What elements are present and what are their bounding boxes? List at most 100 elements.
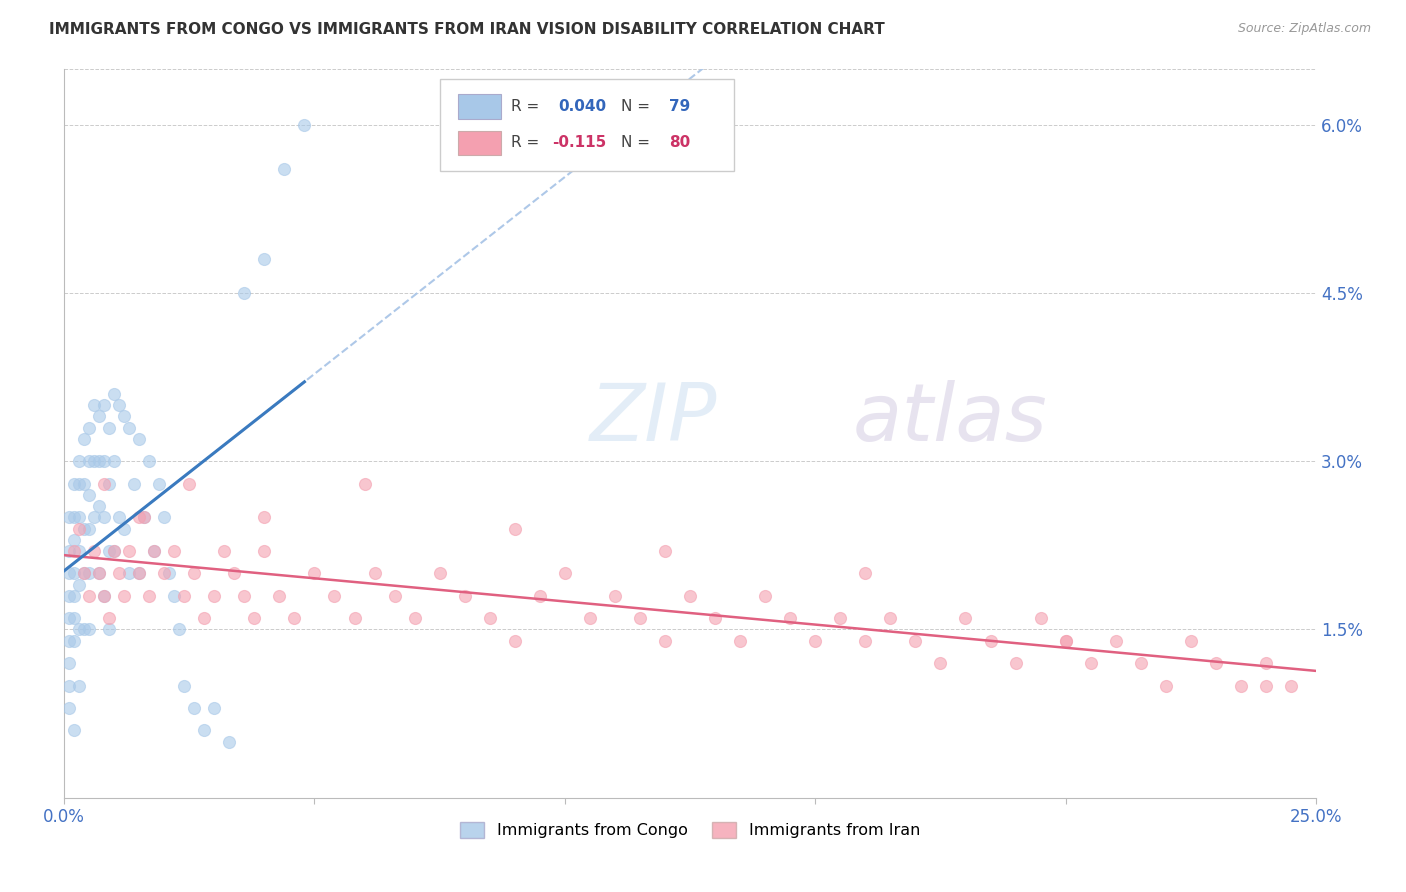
Point — [134, 510, 156, 524]
Point — [67, 454, 90, 468]
Point — [83, 454, 105, 468]
Point — [269, 589, 291, 603]
Point — [58, 701, 80, 715]
Point — [138, 589, 160, 603]
Point — [503, 522, 526, 536]
Point — [67, 510, 90, 524]
Point — [103, 454, 125, 468]
Point — [879, 611, 901, 625]
Point — [233, 285, 256, 300]
Point — [1180, 633, 1202, 648]
Point — [108, 510, 131, 524]
Point — [353, 476, 375, 491]
Point — [233, 589, 256, 603]
Point — [323, 589, 346, 603]
Point — [1254, 656, 1277, 670]
Point — [122, 476, 145, 491]
Point — [58, 656, 80, 670]
Point — [77, 589, 100, 603]
Point — [93, 398, 115, 412]
Point — [193, 723, 215, 738]
Point — [67, 544, 90, 558]
Point — [63, 544, 86, 558]
FancyBboxPatch shape — [440, 79, 734, 170]
Point — [1279, 679, 1302, 693]
Point — [728, 633, 751, 648]
Point — [193, 611, 215, 625]
Point — [73, 623, 96, 637]
Point — [853, 633, 876, 648]
Point — [579, 611, 602, 625]
Point — [273, 162, 295, 177]
Point — [67, 522, 90, 536]
Point — [87, 566, 110, 581]
Point — [779, 611, 801, 625]
Point — [58, 633, 80, 648]
Point — [128, 432, 150, 446]
Point — [955, 611, 977, 625]
Point — [243, 611, 266, 625]
Point — [167, 623, 190, 637]
Point — [112, 589, 135, 603]
Point — [163, 544, 186, 558]
Point — [103, 544, 125, 558]
Text: N =: N = — [621, 136, 655, 151]
Text: Source: ZipAtlas.com: Source: ZipAtlas.com — [1237, 22, 1371, 36]
Text: -0.115: -0.115 — [553, 136, 606, 151]
Point — [979, 633, 1001, 648]
Point — [603, 589, 626, 603]
Point — [103, 544, 125, 558]
Point — [63, 633, 86, 648]
Point — [63, 566, 86, 581]
Point — [63, 533, 86, 547]
FancyBboxPatch shape — [458, 130, 501, 155]
Point — [87, 566, 110, 581]
Point — [173, 679, 195, 693]
Text: ZIP: ZIP — [591, 380, 717, 458]
Point — [58, 589, 80, 603]
Y-axis label: Vision Disability: Vision Disability — [0, 369, 7, 497]
Point — [98, 476, 121, 491]
Point — [118, 420, 141, 434]
Point — [87, 409, 110, 424]
Point — [93, 454, 115, 468]
Point — [63, 589, 86, 603]
Point — [1230, 679, 1253, 693]
Point — [1129, 656, 1152, 670]
Point — [143, 544, 166, 558]
Point — [478, 611, 501, 625]
Point — [58, 544, 80, 558]
Point — [67, 679, 90, 693]
Text: R =: R = — [510, 99, 544, 114]
Point — [63, 510, 86, 524]
Point — [128, 510, 150, 524]
Point — [87, 454, 110, 468]
Point — [503, 633, 526, 648]
Point — [108, 398, 131, 412]
Point — [93, 589, 115, 603]
Point — [67, 476, 90, 491]
Point — [1080, 656, 1102, 670]
Point — [363, 566, 385, 581]
Point — [454, 589, 477, 603]
FancyBboxPatch shape — [458, 94, 501, 119]
Point — [904, 633, 927, 648]
Point — [529, 589, 551, 603]
Point — [804, 633, 827, 648]
Text: atlas: atlas — [853, 380, 1047, 458]
Point — [67, 623, 90, 637]
Point — [1254, 679, 1277, 693]
Point — [73, 522, 96, 536]
Point — [77, 566, 100, 581]
Point — [128, 566, 150, 581]
Point — [67, 577, 90, 591]
Point — [73, 566, 96, 581]
Point — [1105, 633, 1128, 648]
Point — [173, 589, 195, 603]
Point — [1029, 611, 1052, 625]
Point — [343, 611, 366, 625]
Point — [58, 611, 80, 625]
Text: 0.040: 0.040 — [558, 99, 607, 114]
Point — [1054, 633, 1077, 648]
Point — [98, 544, 121, 558]
